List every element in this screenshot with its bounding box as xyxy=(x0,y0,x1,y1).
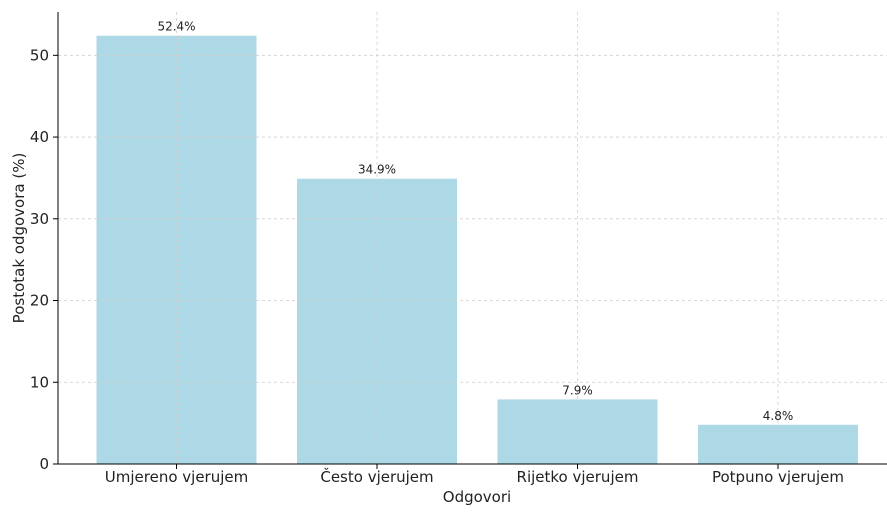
x-tick-label-3: Rijetko vjerujem xyxy=(517,468,639,486)
data-label-2: 34.9% xyxy=(358,163,396,177)
data-label-4: 4.8% xyxy=(763,409,794,423)
y-tick-label-2: 10 xyxy=(30,373,49,391)
y-tick-label-5: 40 xyxy=(30,128,49,146)
data-label-3: 7.9% xyxy=(562,383,593,397)
x-tick-label-4: Potpuno vjerujem xyxy=(712,468,844,486)
y-axis-title: Postotak odgovora (%) xyxy=(10,153,28,324)
grid-layer xyxy=(58,12,887,464)
y-tick-label-1: 0 xyxy=(39,455,49,473)
x-axis-title: Odgovori xyxy=(443,488,511,506)
y-tick-label-4: 30 xyxy=(30,210,49,228)
y-tick-label-6: 50 xyxy=(30,46,49,64)
bars-layer xyxy=(96,35,858,465)
x-tick-label-1: Umjereno vjerujem xyxy=(105,468,248,486)
x-tick-label-2: Često vjerujem xyxy=(320,467,433,486)
data-label-1: 52.4% xyxy=(157,20,195,34)
y-tick-label-3: 20 xyxy=(30,292,49,310)
labels-layer: 0 10 20 30 40 50 Umjereno vjerujem Često vjeruj… xyxy=(30,20,844,486)
axes-layer xyxy=(53,12,887,469)
bar-1 xyxy=(96,35,257,465)
